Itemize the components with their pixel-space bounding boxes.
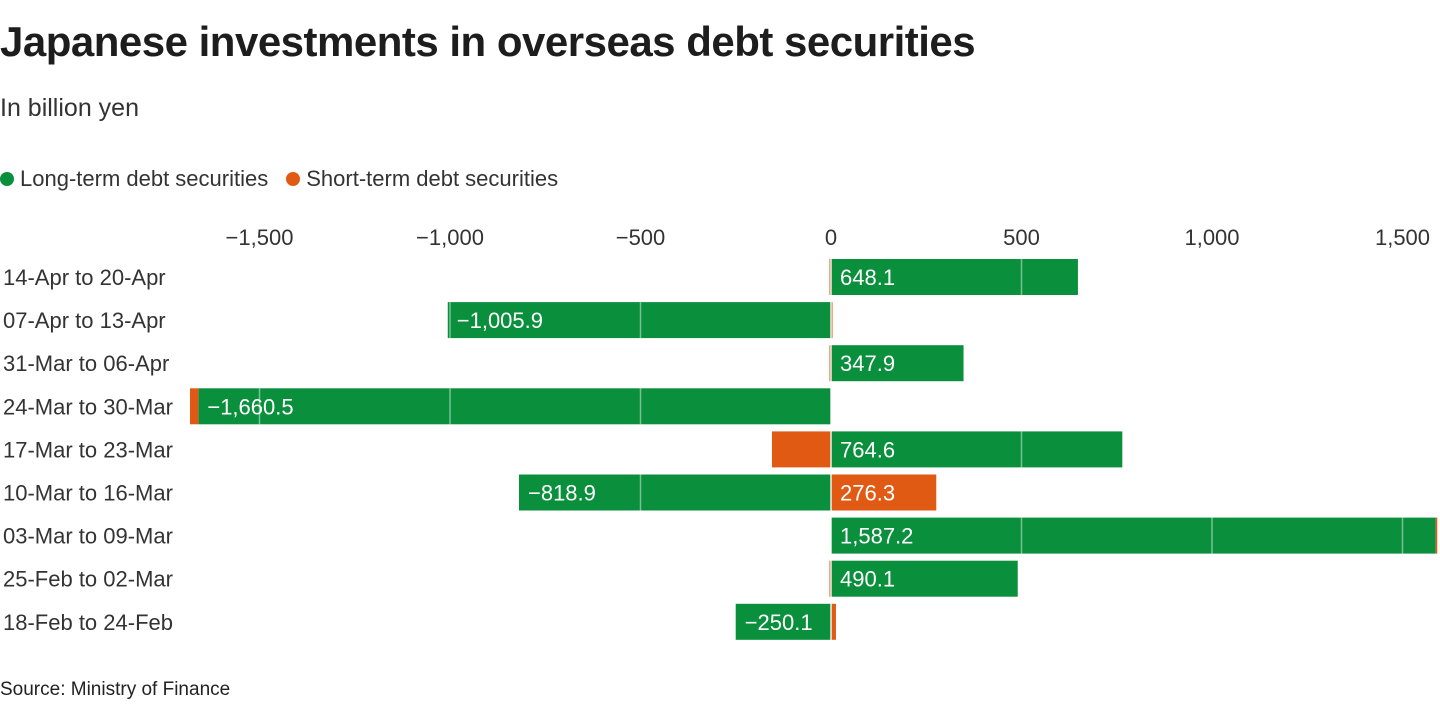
bar-long-term (831, 259, 1078, 295)
data-label-long-term: −1,660.5 (207, 394, 293, 419)
bar-short-term (829, 259, 831, 295)
data-label-long-term: −250.1 (745, 610, 813, 635)
x-tick-label: 1,500 (1375, 225, 1430, 250)
bar-long-term (831, 431, 1123, 468)
data-label-long-term: 490.1 (840, 567, 895, 592)
bar-short-term (829, 345, 831, 382)
data-label-long-term: 1,587.2 (840, 524, 913, 549)
category-label: 14-Apr to 20-Apr (3, 265, 166, 290)
category-label: 31-Mar to 06-Apr (3, 351, 169, 376)
bar-long-term (831, 345, 964, 382)
data-label-long-term: −1,005.9 (457, 308, 543, 333)
legend-label-short-term: Short-term debt securities (306, 166, 559, 191)
bar-short-term (1435, 517, 1438, 554)
category-label: 24-Mar to 30-Mar (3, 394, 173, 419)
data-label-long-term: −818.9 (528, 481, 596, 506)
bar-long-term (735, 603, 831, 640)
legend-swatch-long-term (0, 172, 14, 186)
x-tick-label: −1,000 (416, 225, 484, 250)
bar-short-term (831, 474, 937, 511)
category-label: 25-Feb to 02-Mar (3, 567, 173, 592)
bar-short-term (831, 302, 833, 339)
data-label-long-term: 648.1 (840, 265, 895, 290)
legend-swatch-short-term (286, 172, 301, 186)
legend-label-long-term: Long-term debt securities (20, 166, 269, 191)
x-tick-label: 1,000 (1184, 225, 1239, 250)
x-tick-label: −1,500 (226, 225, 294, 250)
x-tick-label: 500 (1003, 225, 1040, 250)
bar-long-term (831, 560, 1018, 597)
bar-short-term (831, 603, 836, 640)
data-label-long-term: 347.9 (840, 351, 895, 376)
bar-short-term (189, 388, 199, 425)
bar-short-term (771, 431, 831, 468)
chart-subtitle: In billion yen (0, 94, 139, 122)
chart-title: Japanese investments in overseas debt se… (0, 18, 976, 65)
bar-chart: −1,500 −1,000 −500 0 500 1,000 1,500 14-Apr to … (3, 225, 1438, 642)
x-tick-label: 0 (825, 225, 837, 250)
bar-long-term (198, 388, 832, 425)
category-label: 10-Mar to 16-Mar (3, 481, 173, 506)
legend-item-long-term: Long-term debt securities (0, 166, 268, 192)
bar-short-term (829, 560, 831, 597)
legend: Long-term debt securities Short-term deb… (0, 166, 576, 192)
category-label: 17-Mar to 23-Mar (3, 437, 173, 462)
category-label: 03-Mar to 09-Mar (3, 524, 173, 549)
category-label: 07-Apr to 13-Apr (3, 308, 166, 333)
source-note: Source: Ministry of Finance (0, 679, 231, 700)
category-label: 18-Feb to 24-Feb (3, 610, 173, 635)
bar-long-term (447, 302, 831, 339)
data-label-short-term: 276.3 (840, 481, 895, 506)
bar-long-term (831, 517, 1436, 554)
bar-long-term (518, 474, 831, 511)
legend-item-short-term: Short-term debt securities (286, 166, 558, 192)
x-tick-label: −500 (616, 225, 666, 250)
data-label-long-term: 764.6 (840, 437, 895, 462)
